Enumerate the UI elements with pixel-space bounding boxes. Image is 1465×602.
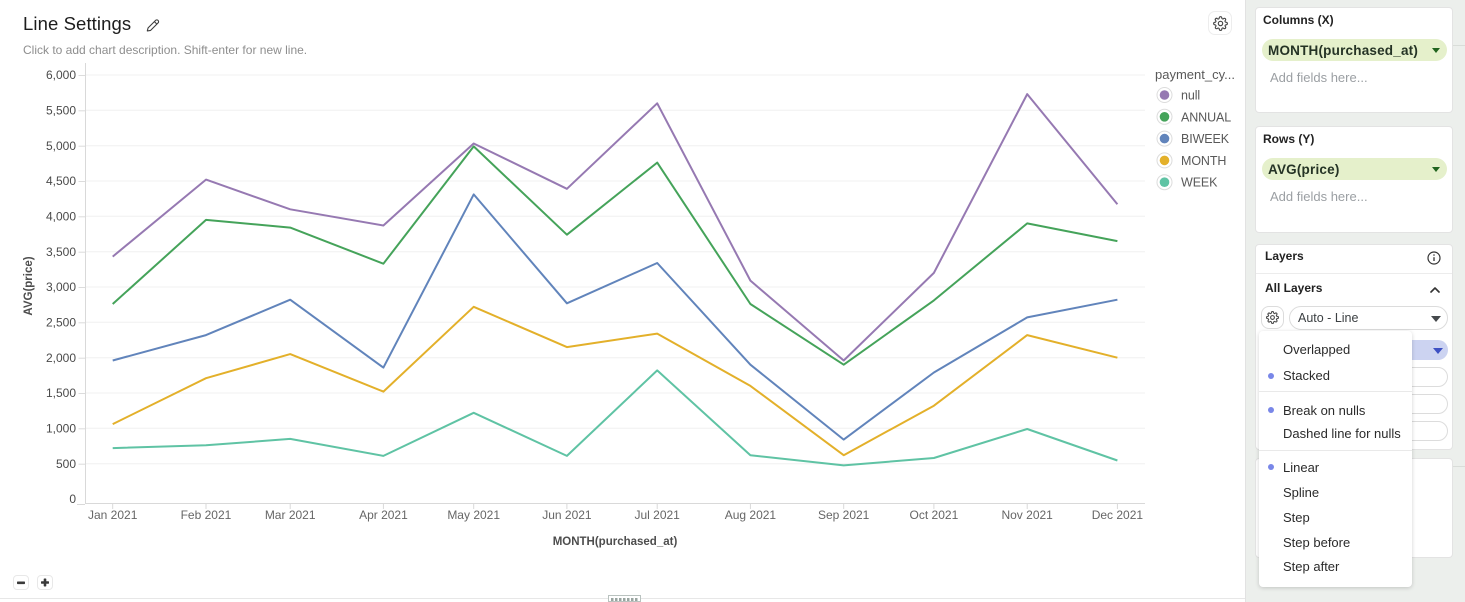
svg-text:Sep 2021: Sep 2021 <box>818 508 870 522</box>
svg-text:May 2021: May 2021 <box>447 508 500 522</box>
svg-text:5,000: 5,000 <box>46 139 76 153</box>
svg-text:4,500: 4,500 <box>46 174 76 188</box>
svg-text:WEEK: WEEK <box>1181 176 1218 190</box>
svg-text:1,500: 1,500 <box>46 386 76 400</box>
svg-text:Apr 2021: Apr 2021 <box>359 508 408 522</box>
svg-text:MONTH: MONTH <box>1181 154 1226 168</box>
svg-text:AVG(price): AVG(price) <box>23 256 35 315</box>
svg-text:Jan 2021: Jan 2021 <box>88 508 138 522</box>
svg-text:Aug 2021: Aug 2021 <box>725 508 777 522</box>
svg-text:5,500: 5,500 <box>46 104 76 118</box>
svg-text:3,000: 3,000 <box>46 280 76 294</box>
svg-text:1,000: 1,000 <box>46 422 76 436</box>
svg-text:2,500: 2,500 <box>46 316 76 330</box>
svg-text:4,000: 4,000 <box>46 210 76 224</box>
svg-text:3,500: 3,500 <box>46 245 76 259</box>
svg-text:BIWEEK: BIWEEK <box>1181 132 1230 146</box>
svg-text:6,000: 6,000 <box>46 68 76 82</box>
svg-text:2,000: 2,000 <box>46 351 76 365</box>
svg-text:payment_cy...: payment_cy... <box>1155 67 1235 82</box>
svg-text:Jul 2021: Jul 2021 <box>634 508 680 522</box>
svg-text:500: 500 <box>56 457 76 471</box>
svg-text:Oct 2021: Oct 2021 <box>910 508 959 522</box>
svg-text:MONTH(purchased_at): MONTH(purchased_at) <box>553 536 678 548</box>
svg-text:ANNUAL: ANNUAL <box>1181 110 1231 124</box>
svg-text:null: null <box>1181 89 1200 103</box>
svg-text:Jun 2021: Jun 2021 <box>542 508 592 522</box>
svg-text:0: 0 <box>69 492 76 506</box>
svg-text:Mar 2021: Mar 2021 <box>265 508 316 522</box>
svg-text:Dec 2021: Dec 2021 <box>1092 508 1144 522</box>
svg-text:Nov 2021: Nov 2021 <box>1001 508 1053 522</box>
svg-text:Feb 2021: Feb 2021 <box>181 508 232 522</box>
